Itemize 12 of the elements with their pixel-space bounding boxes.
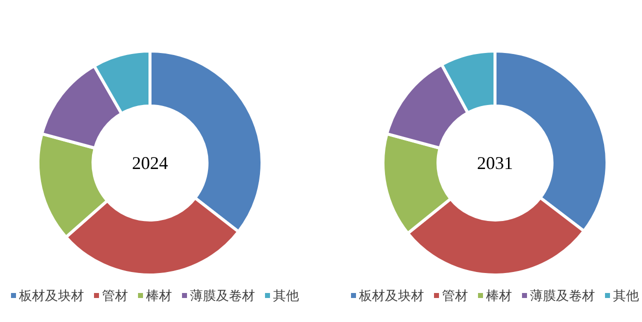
legend-label: 薄膜及卷材 <box>190 288 255 303</box>
legend-label: 管材 <box>102 288 128 303</box>
legend-label: 其他 <box>613 288 639 303</box>
legend-label: 其他 <box>273 288 299 303</box>
legend-label: 棒材 <box>146 288 172 303</box>
legend-label: 棒材 <box>486 288 512 303</box>
legend-label: 管材 <box>442 288 468 303</box>
text: 2031 <box>477 153 513 173</box>
legend-label: 薄膜及卷材 <box>530 288 595 303</box>
legend-label: 板材及块材 <box>358 288 424 303</box>
text: 2024 <box>132 153 168 173</box>
legend-label: 板材及块材 <box>18 288 84 303</box>
